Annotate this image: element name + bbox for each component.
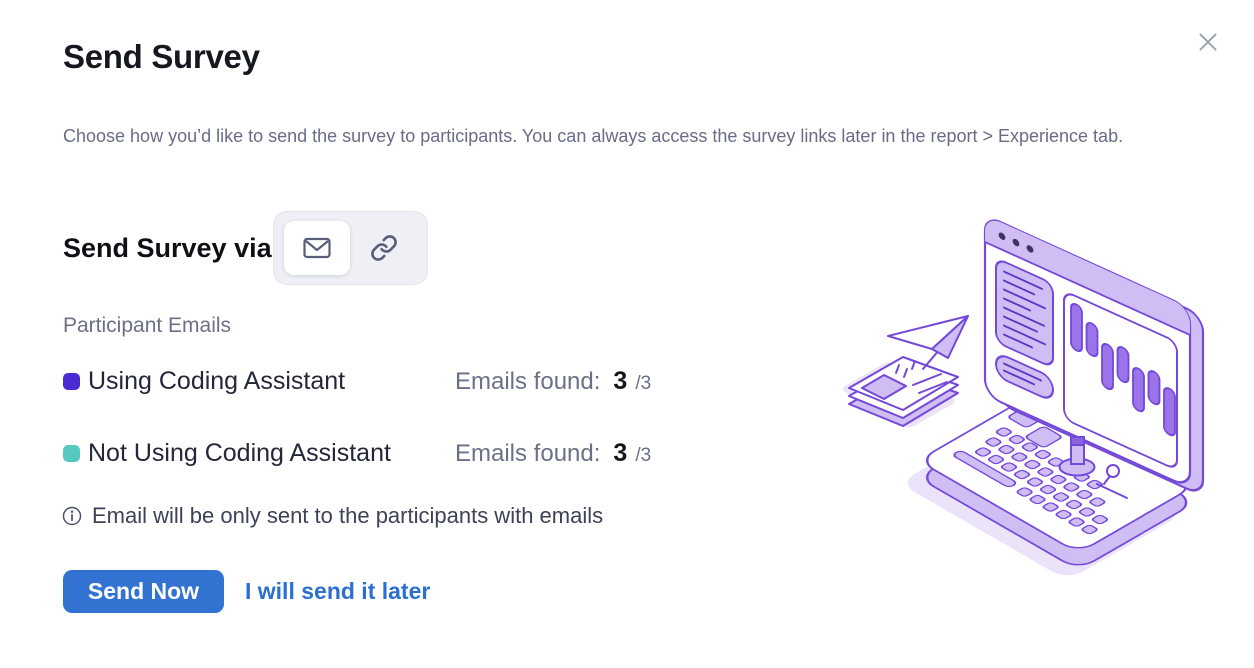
- emails-found-count: 3: [613, 366, 628, 395]
- emails-found: Emails found: 3 /3: [455, 367, 651, 396]
- emails-found: Emails found: 3 /3: [455, 439, 651, 468]
- modal-title: Send Survey: [63, 38, 260, 75]
- send-later-link[interactable]: I will send it later: [245, 578, 431, 604]
- emails-found-label: Emails found:: [455, 439, 601, 467]
- group-label: Not Using Coding Assistant: [88, 438, 391, 467]
- close-button[interactable]: [1192, 26, 1224, 58]
- send-via-toggle-group: [273, 211, 428, 285]
- emails-found-total: /3: [635, 372, 652, 394]
- actions-row: Send Now I will send it later: [63, 570, 430, 613]
- send-via-label: Send Survey via: [63, 233, 272, 263]
- modal-description: Choose how you’d like to send the survey…: [63, 126, 1124, 146]
- group-color-swatch: [63, 372, 80, 390]
- participant-group-row: Not Using Coding Assistant Emails found:…: [63, 438, 703, 468]
- emails-found-total: /3: [635, 444, 652, 466]
- illustration-survey-computer: [842, 215, 1205, 576]
- send-now-button[interactable]: Send Now: [63, 570, 224, 613]
- emails-found-count: 3: [613, 438, 628, 467]
- info-note-text: Email will be only sent to the participa…: [92, 503, 604, 528]
- info-note: Email will be only sent to the participa…: [61, 503, 603, 529]
- envelope-icon: [303, 237, 331, 259]
- participant-group-row: Using Coding Assistant Emails found: 3 /…: [63, 366, 703, 396]
- group-color-swatch: [63, 444, 80, 462]
- close-icon: [1199, 33, 1217, 51]
- link-icon: [371, 235, 398, 261]
- emails-found-label: Emails found:: [455, 367, 601, 395]
- info-icon: [62, 506, 82, 526]
- participant-emails-label: Participant Emails: [63, 314, 232, 337]
- send-via-email-option[interactable]: [284, 221, 350, 275]
- send-via-link-option[interactable]: [352, 221, 418, 275]
- group-label: Using Coding Assistant: [88, 366, 346, 395]
